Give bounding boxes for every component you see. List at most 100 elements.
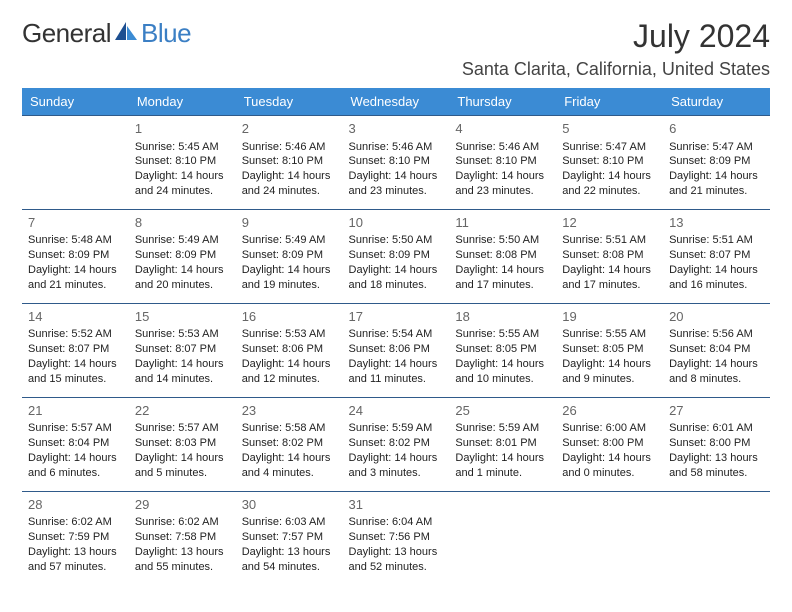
day-number: 12 (562, 214, 657, 232)
day-number: 24 (349, 402, 444, 420)
calendar-cell: 13Sunrise: 5:51 AMSunset: 8:07 PMDayligh… (663, 209, 770, 303)
calendar-cell: 25Sunrise: 5:59 AMSunset: 8:01 PMDayligh… (449, 397, 556, 491)
calendar-cell: 24Sunrise: 5:59 AMSunset: 8:02 PMDayligh… (343, 397, 450, 491)
sunset-line: Sunset: 8:05 PM (562, 342, 657, 357)
day-number: 26 (562, 402, 657, 420)
daylight-line: Daylight: 14 hours and 21 minutes. (669, 169, 764, 199)
sunrise-line: Sunrise: 5:48 AM (28, 233, 123, 248)
sunrise-line: Sunrise: 5:50 AM (455, 233, 550, 248)
calendar-cell: 19Sunrise: 5:55 AMSunset: 8:05 PMDayligh… (556, 303, 663, 397)
calendar-cell (22, 116, 129, 210)
day-number: 5 (562, 120, 657, 138)
daylight-line: Daylight: 14 hours and 3 minutes. (349, 451, 444, 481)
daylight-line: Daylight: 14 hours and 0 minutes. (562, 451, 657, 481)
sunrise-line: Sunrise: 6:04 AM (349, 515, 444, 530)
daylight-line: Daylight: 14 hours and 22 minutes. (562, 169, 657, 199)
weekday-header: Friday (556, 88, 663, 116)
sunrise-line: Sunrise: 5:45 AM (135, 140, 230, 155)
sunset-line: Sunset: 8:09 PM (242, 248, 337, 263)
daylight-line: Daylight: 13 hours and 55 minutes. (135, 545, 230, 575)
sunset-line: Sunset: 8:10 PM (242, 154, 337, 169)
sunset-line: Sunset: 8:04 PM (669, 342, 764, 357)
day-number: 3 (349, 120, 444, 138)
sunset-line: Sunset: 8:07 PM (28, 342, 123, 357)
location-subtitle: Santa Clarita, California, United States (462, 59, 770, 80)
day-number: 25 (455, 402, 550, 420)
sunrise-line: Sunrise: 5:57 AM (28, 421, 123, 436)
sunset-line: Sunset: 7:58 PM (135, 530, 230, 545)
calendar-cell: 18Sunrise: 5:55 AMSunset: 8:05 PMDayligh… (449, 303, 556, 397)
sunset-line: Sunset: 7:57 PM (242, 530, 337, 545)
sunset-line: Sunset: 8:00 PM (669, 436, 764, 451)
day-number: 13 (669, 214, 764, 232)
sunset-line: Sunset: 8:01 PM (455, 436, 550, 451)
sunrise-line: Sunrise: 5:47 AM (562, 140, 657, 155)
calendar-week-row: 1Sunrise: 5:45 AMSunset: 8:10 PMDaylight… (22, 116, 770, 210)
header: General Blue July 2024 Santa Clarita, Ca… (22, 18, 770, 80)
sunrise-line: Sunrise: 5:58 AM (242, 421, 337, 436)
sunrise-line: Sunrise: 6:03 AM (242, 515, 337, 530)
calendar-cell: 30Sunrise: 6:03 AMSunset: 7:57 PMDayligh… (236, 491, 343, 584)
sunset-line: Sunset: 8:09 PM (669, 154, 764, 169)
daylight-line: Daylight: 14 hours and 17 minutes. (562, 263, 657, 293)
sunset-line: Sunset: 8:10 PM (562, 154, 657, 169)
sunset-line: Sunset: 8:00 PM (562, 436, 657, 451)
sunset-line: Sunset: 8:07 PM (669, 248, 764, 263)
day-number: 30 (242, 496, 337, 514)
daylight-line: Daylight: 14 hours and 15 minutes. (28, 357, 123, 387)
sunrise-line: Sunrise: 5:51 AM (669, 233, 764, 248)
weekday-header: Tuesday (236, 88, 343, 116)
sunrise-line: Sunrise: 5:59 AM (349, 421, 444, 436)
sunset-line: Sunset: 8:08 PM (455, 248, 550, 263)
sunset-line: Sunset: 8:07 PM (135, 342, 230, 357)
day-number: 31 (349, 496, 444, 514)
calendar-cell: 17Sunrise: 5:54 AMSunset: 8:06 PMDayligh… (343, 303, 450, 397)
daylight-line: Daylight: 14 hours and 21 minutes. (28, 263, 123, 293)
calendar-cell: 31Sunrise: 6:04 AMSunset: 7:56 PMDayligh… (343, 491, 450, 584)
sunrise-line: Sunrise: 5:56 AM (669, 327, 764, 342)
calendar-cell: 11Sunrise: 5:50 AMSunset: 8:08 PMDayligh… (449, 209, 556, 303)
day-number: 7 (28, 214, 123, 232)
daylight-line: Daylight: 14 hours and 24 minutes. (242, 169, 337, 199)
sunrise-line: Sunrise: 5:59 AM (455, 421, 550, 436)
title-block: July 2024 Santa Clarita, California, Uni… (462, 18, 770, 80)
day-number: 27 (669, 402, 764, 420)
calendar-cell: 14Sunrise: 5:52 AMSunset: 8:07 PMDayligh… (22, 303, 129, 397)
calendar-cell: 1Sunrise: 5:45 AMSunset: 8:10 PMDaylight… (129, 116, 236, 210)
sunset-line: Sunset: 8:05 PM (455, 342, 550, 357)
day-number: 22 (135, 402, 230, 420)
calendar-cell: 8Sunrise: 5:49 AMSunset: 8:09 PMDaylight… (129, 209, 236, 303)
sunrise-line: Sunrise: 5:55 AM (455, 327, 550, 342)
day-number: 6 (669, 120, 764, 138)
sunrise-line: Sunrise: 6:01 AM (669, 421, 764, 436)
sunset-line: Sunset: 8:06 PM (242, 342, 337, 357)
daylight-line: Daylight: 13 hours and 57 minutes. (28, 545, 123, 575)
day-number: 20 (669, 308, 764, 326)
daylight-line: Daylight: 14 hours and 6 minutes. (28, 451, 123, 481)
calendar-cell: 16Sunrise: 5:53 AMSunset: 8:06 PMDayligh… (236, 303, 343, 397)
day-number: 4 (455, 120, 550, 138)
sunrise-line: Sunrise: 6:02 AM (28, 515, 123, 530)
calendar-week-row: 21Sunrise: 5:57 AMSunset: 8:04 PMDayligh… (22, 397, 770, 491)
daylight-line: Daylight: 13 hours and 58 minutes. (669, 451, 764, 481)
daylight-line: Daylight: 14 hours and 24 minutes. (135, 169, 230, 199)
brand-part1: General (22, 18, 111, 49)
calendar-cell: 7Sunrise: 5:48 AMSunset: 8:09 PMDaylight… (22, 209, 129, 303)
sunset-line: Sunset: 7:59 PM (28, 530, 123, 545)
calendar-cell: 15Sunrise: 5:53 AMSunset: 8:07 PMDayligh… (129, 303, 236, 397)
day-number: 18 (455, 308, 550, 326)
daylight-line: Daylight: 14 hours and 12 minutes. (242, 357, 337, 387)
daylight-line: Daylight: 14 hours and 19 minutes. (242, 263, 337, 293)
day-number: 16 (242, 308, 337, 326)
sunrise-line: Sunrise: 5:53 AM (242, 327, 337, 342)
daylight-line: Daylight: 14 hours and 23 minutes. (455, 169, 550, 199)
sunset-line: Sunset: 8:09 PM (28, 248, 123, 263)
sunrise-line: Sunrise: 6:00 AM (562, 421, 657, 436)
day-number: 17 (349, 308, 444, 326)
sunrise-line: Sunrise: 5:55 AM (562, 327, 657, 342)
calendar-cell: 2Sunrise: 5:46 AMSunset: 8:10 PMDaylight… (236, 116, 343, 210)
calendar-cell: 23Sunrise: 5:58 AMSunset: 8:02 PMDayligh… (236, 397, 343, 491)
daylight-line: Daylight: 14 hours and 18 minutes. (349, 263, 444, 293)
sunset-line: Sunset: 8:02 PM (349, 436, 444, 451)
day-number: 11 (455, 214, 550, 232)
